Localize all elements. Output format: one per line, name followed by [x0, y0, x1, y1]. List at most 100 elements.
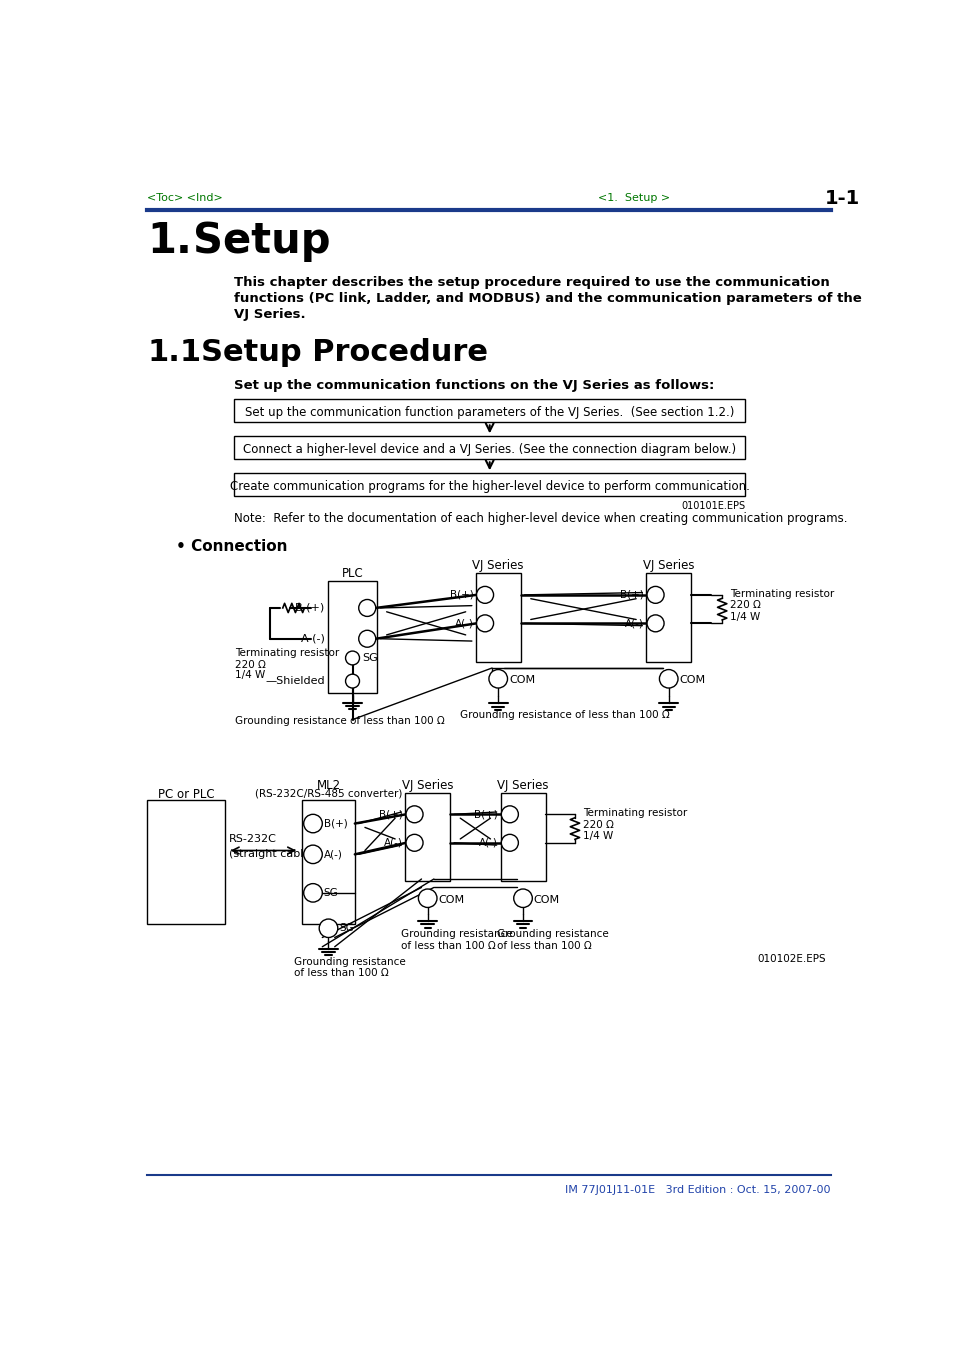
Text: 6: 6: [664, 674, 671, 684]
Text: A (-): A (-): [300, 634, 324, 643]
Text: functions (PC link, Ladder, and MODBUS) and the communication parameters of the: functions (PC link, Ladder, and MODBUS) …: [233, 292, 861, 305]
Text: <Toc> <Ind>: <Toc> <Ind>: [147, 193, 223, 203]
Text: 5: 5: [411, 838, 417, 848]
Bar: [147, 800, 224, 924]
Text: RS-232C: RS-232C: [229, 834, 276, 844]
Text: 3: 3: [309, 850, 316, 859]
Circle shape: [476, 615, 493, 632]
Text: Set up the communication function parameters of the VJ Series.  (See section 1.2: Set up the communication function parame…: [245, 405, 734, 419]
Text: 5: 5: [309, 888, 316, 898]
Text: Terminating resistor: Terminating resistor: [235, 648, 339, 658]
Text: B(+): B(+): [474, 809, 497, 819]
Text: 6: 6: [424, 893, 431, 904]
Text: VJ Series: VJ Series: [642, 559, 694, 573]
Bar: [405, 793, 450, 881]
Bar: [233, 436, 744, 459]
Text: 1/4 W: 1/4 W: [582, 831, 613, 842]
Text: SG: SG: [339, 923, 354, 934]
Text: 1-1: 1-1: [823, 189, 859, 208]
Text: 5: 5: [325, 923, 332, 934]
Circle shape: [319, 919, 337, 938]
Text: COM: COM: [679, 676, 705, 685]
Text: IM 77J01J11-01E   3rd Edition : Oct. 15, 2007-00: IM 77J01J11-01E 3rd Edition : Oct. 15, 2…: [564, 1185, 830, 1194]
Text: VJ Series: VJ Series: [472, 559, 523, 573]
Text: 4: 4: [309, 819, 316, 828]
Text: of less than 100 Ω: of less than 100 Ω: [294, 969, 389, 978]
Text: 1.1: 1.1: [147, 338, 201, 366]
Text: 2: 2: [481, 590, 488, 600]
Text: A(-): A(-): [624, 619, 643, 628]
Text: 6: 6: [495, 674, 501, 684]
Text: 220 Ω: 220 Ω: [582, 820, 613, 830]
Circle shape: [500, 835, 517, 851]
Text: VJ Series: VJ Series: [401, 780, 453, 792]
Text: <1.  Setup >: <1. Setup >: [598, 193, 670, 203]
Text: ML2: ML2: [316, 780, 340, 792]
Text: 5: 5: [652, 619, 658, 628]
Text: (straight cable): (straight cable): [229, 850, 314, 859]
Text: 5: 5: [506, 838, 513, 848]
Text: Grounding resistance: Grounding resistance: [401, 929, 513, 939]
Text: Grounding resistance of less than 100 Ω: Grounding resistance of less than 100 Ω: [235, 716, 445, 725]
Text: COM: COM: [509, 676, 535, 685]
Text: of less than 100 Ω: of less than 100 Ω: [497, 940, 591, 951]
Text: VJ Series: VJ Series: [497, 780, 548, 792]
Circle shape: [303, 846, 322, 863]
Text: COM: COM: [534, 894, 559, 905]
Text: —Shielded: —Shielded: [265, 676, 324, 686]
Text: 2: 2: [411, 809, 417, 819]
Circle shape: [500, 805, 517, 823]
Circle shape: [513, 889, 532, 908]
Text: SG: SG: [361, 653, 377, 663]
Text: B(+): B(+): [378, 809, 402, 819]
Text: 220 Ω: 220 Ω: [729, 600, 760, 611]
Text: B(+): B(+): [323, 819, 347, 828]
Circle shape: [345, 674, 359, 688]
Text: SG: SG: [323, 888, 338, 898]
Text: 2: 2: [506, 809, 513, 819]
Text: Setup: Setup: [193, 220, 330, 262]
Text: 010101E.EPS: 010101E.EPS: [680, 501, 744, 511]
Text: 5: 5: [481, 619, 488, 628]
Circle shape: [418, 889, 436, 908]
Circle shape: [303, 815, 322, 832]
Text: Setup Procedure: Setup Procedure: [200, 338, 487, 366]
Text: 1/4 W: 1/4 W: [729, 612, 760, 621]
Text: A(-): A(-): [454, 619, 473, 628]
Text: Terminating resistor: Terminating resistor: [582, 808, 686, 819]
Text: A(-): A(-): [323, 850, 342, 859]
Bar: [500, 793, 545, 881]
Bar: [328, 581, 376, 693]
Text: B (+): B (+): [295, 603, 324, 613]
Text: Terminating resistor: Terminating resistor: [729, 589, 833, 598]
Text: • Connection: • Connection: [175, 539, 287, 554]
Circle shape: [646, 615, 663, 632]
Circle shape: [358, 631, 375, 647]
Text: PC or PLC: PC or PLC: [157, 788, 214, 801]
Circle shape: [646, 586, 663, 604]
Text: Grounding resistance: Grounding resistance: [497, 929, 608, 939]
Text: (RS-232C/RS-485 converter): (RS-232C/RS-485 converter): [254, 788, 402, 798]
Text: PLC: PLC: [341, 567, 363, 580]
Circle shape: [406, 805, 422, 823]
Text: 010102E.EPS: 010102E.EPS: [757, 954, 825, 963]
Bar: [645, 573, 691, 662]
Bar: [233, 473, 744, 496]
Bar: [233, 400, 744, 423]
Text: 2: 2: [652, 590, 658, 600]
Text: B(+): B(+): [619, 590, 643, 600]
Text: Create communication programs for the higher-level device to perform communicati: Create communication programs for the hi…: [230, 480, 749, 493]
Text: 1/4 W: 1/4 W: [235, 670, 266, 681]
Bar: [476, 573, 520, 662]
Circle shape: [476, 586, 493, 604]
Text: Connect a higher-level device and a VJ Series. (See the connection diagram below: Connect a higher-level device and a VJ S…: [243, 443, 736, 455]
Circle shape: [659, 670, 678, 688]
Text: VJ Series.: VJ Series.: [233, 308, 305, 322]
Text: 220 Ω: 220 Ω: [235, 659, 266, 670]
Text: 6: 6: [519, 893, 526, 904]
Text: Grounding resistance of less than 100 Ω: Grounding resistance of less than 100 Ω: [459, 709, 669, 720]
Text: 1.: 1.: [147, 220, 192, 262]
Text: This chapter describes the setup procedure required to use the communication: This chapter describes the setup procedu…: [233, 276, 829, 289]
Bar: [302, 800, 355, 924]
Text: COM: COM: [438, 894, 464, 905]
